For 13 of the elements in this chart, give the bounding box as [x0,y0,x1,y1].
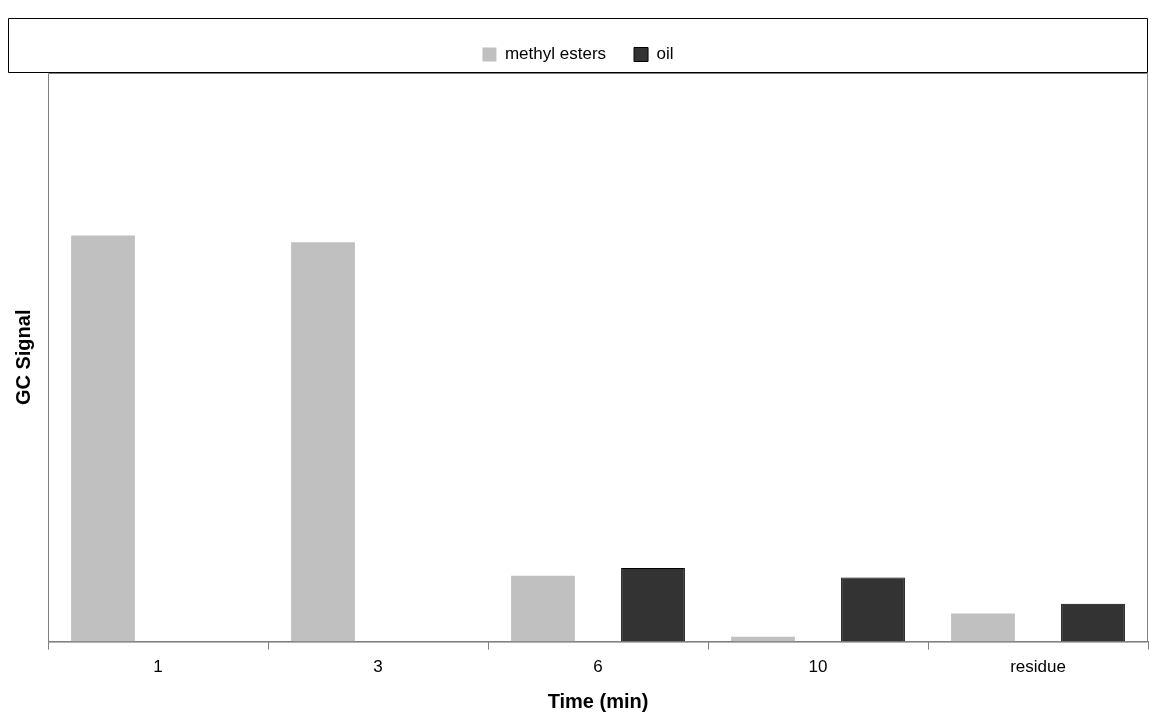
bar [951,613,1015,642]
legend-label: oil [656,44,674,64]
x-tick-label: 6 [593,657,603,677]
x-tick-label: 10 [808,657,828,677]
x-axis-title: Time (min) [547,689,649,712]
x-tick-label: 1 [153,657,163,677]
legend-label: methyl esters [504,44,607,64]
y-axis-title: GC Signal [11,309,34,406]
x-tick-label: residue [1010,657,1066,677]
bar [511,575,575,642]
bar [71,235,135,642]
bar [291,242,355,642]
x-tick-label: 3 [373,657,383,677]
